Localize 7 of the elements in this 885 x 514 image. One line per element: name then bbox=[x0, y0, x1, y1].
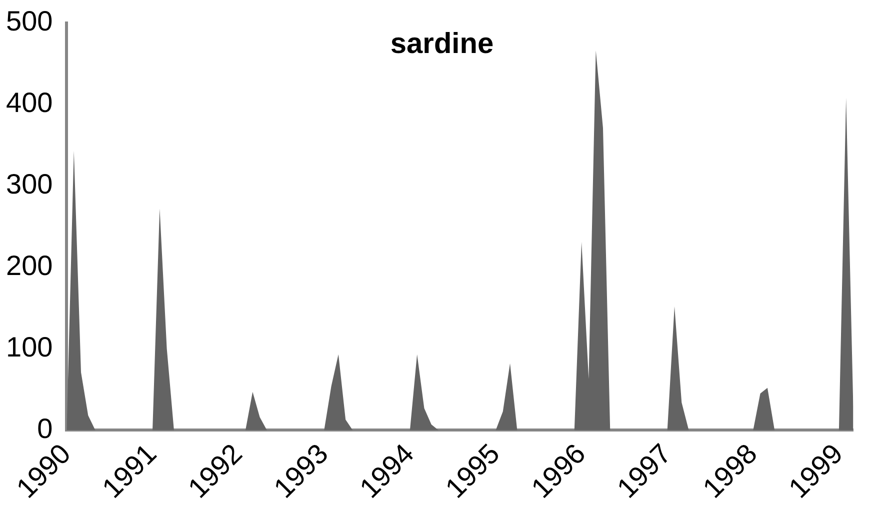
y-tick-label: 300 bbox=[6, 168, 53, 200]
y-tick-label: 100 bbox=[6, 331, 53, 362]
chart-title: sardine bbox=[390, 28, 494, 60]
y-tick-label: 0 bbox=[37, 412, 53, 444]
y-tick-label: 500 bbox=[6, 6, 53, 37]
y-tick-label: 200 bbox=[6, 250, 53, 281]
y-tick-label: 400 bbox=[6, 87, 53, 118]
